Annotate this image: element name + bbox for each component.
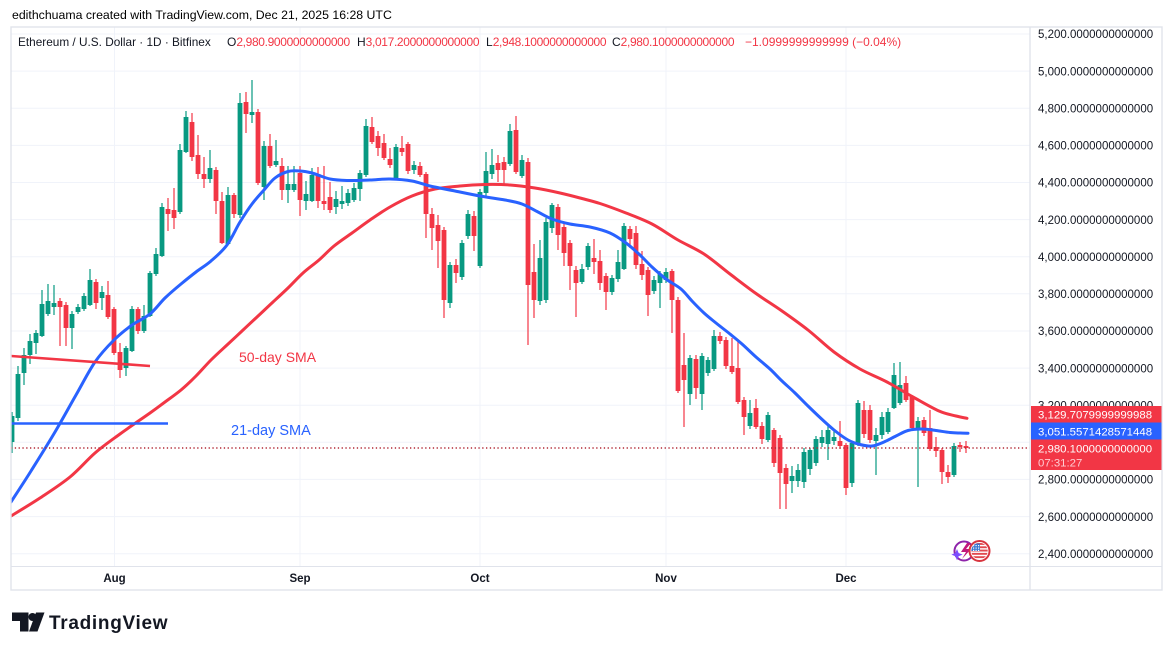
svg-text:Sep: Sep	[289, 573, 310, 585]
svg-text:5,000.0000000000000: 5,000.0000000000000	[1038, 66, 1153, 78]
svg-text:2,600.0000000000000: 2,600.0000000000000	[1038, 512, 1153, 524]
svg-text:3,129.7079999999988: 3,129.7079999999988	[1038, 409, 1152, 421]
svg-text:H3,017.2000000000000: H3,017.2000000000000	[357, 35, 480, 49]
svg-text:Nov: Nov	[655, 573, 677, 585]
svg-text:Dec: Dec	[835, 573, 857, 585]
svg-text:21-day SMA: 21-day SMA	[231, 423, 311, 439]
svg-text:3,051.5571428571448: 3,051.5571428571448	[1038, 426, 1152, 438]
svg-text:5,200.0000000000000: 5,200.0000000000000	[1038, 29, 1153, 41]
svg-text:L2,948.1000000000000: L2,948.1000000000000	[486, 35, 607, 49]
svg-text:4,400.0000000000000: 4,400.0000000000000	[1038, 178, 1153, 190]
svg-text:O2,980.9000000000000: O2,980.9000000000000	[227, 35, 350, 49]
svg-text:Oct: Oct	[470, 573, 489, 585]
svg-text:Ethereum / U.S. Dollar · 1D ·: Ethereum / U.S. Dollar · 1D · Bitfinex	[18, 35, 211, 49]
svg-text:2,980.1000000000000: 2,980.1000000000000	[1038, 443, 1152, 455]
svg-text:2,800.0000000000000: 2,800.0000000000000	[1038, 475, 1153, 487]
svg-text:07:31:27: 07:31:27	[1038, 457, 1082, 469]
svg-text:4,200.0000000000000: 4,200.0000000000000	[1038, 215, 1153, 227]
svg-text:3,400.0000000000000: 3,400.0000000000000	[1038, 363, 1153, 375]
svg-text:4,600.0000000000000: 4,600.0000000000000	[1038, 141, 1153, 153]
svg-text:3,600.0000000000000: 3,600.0000000000000	[1038, 326, 1153, 338]
svg-text:4,000.0000000000000: 4,000.0000000000000	[1038, 252, 1153, 264]
svg-text:3,800.0000000000000: 3,800.0000000000000	[1038, 289, 1153, 301]
svg-text:C2,980.1000000000000: C2,980.1000000000000	[612, 35, 735, 49]
svg-text:2,400.0000000000000: 2,400.0000000000000	[1038, 549, 1153, 561]
svg-text:TradingView: TradingView	[49, 613, 168, 634]
svg-text:Aug: Aug	[103, 573, 125, 585]
svg-text:edithchuama created with Tradi: edithchuama created with TradingView.com…	[12, 8, 392, 22]
svg-text:4,800.0000000000000: 4,800.0000000000000	[1038, 103, 1153, 115]
svg-text:−1.0999999999999 (−0.04%): −1.0999999999999 (−0.04%)	[745, 35, 901, 49]
svg-text:50-day SMA: 50-day SMA	[239, 349, 317, 365]
